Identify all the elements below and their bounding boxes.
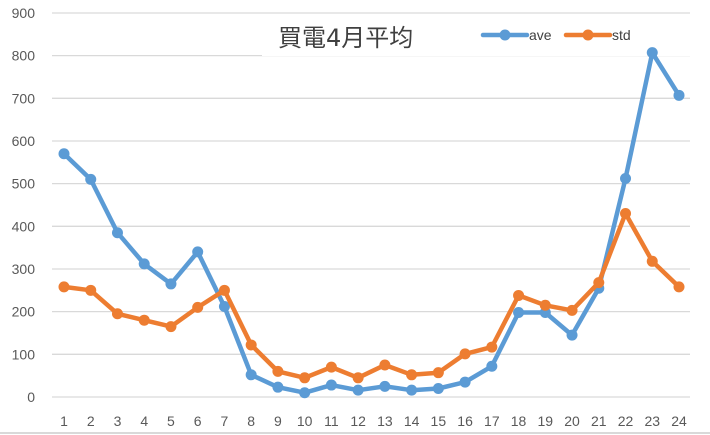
data-point-marker	[58, 281, 70, 293]
data-point-marker	[673, 89, 685, 101]
legend-marker-icon	[499, 29, 511, 41]
x-tick-label: 18	[511, 413, 527, 429]
y-tick-label: 400	[12, 218, 36, 234]
data-point-marker	[459, 376, 471, 388]
data-point-marker	[620, 208, 632, 220]
legend-label: ave	[529, 27, 552, 43]
data-point-marker	[486, 360, 498, 372]
data-point-marker	[352, 372, 364, 384]
data-point-marker	[593, 277, 605, 289]
x-tick-label: 1	[60, 413, 68, 429]
data-point-marker	[245, 339, 257, 351]
data-point-marker	[646, 47, 658, 59]
x-tick-label: 4	[140, 413, 148, 429]
x-tick-label: 7	[221, 413, 229, 429]
y-tick-label: 700	[12, 90, 36, 106]
data-point-marker	[138, 258, 150, 270]
data-point-marker	[325, 361, 337, 373]
y-axis-ticks: 0 100 200 300 400 500 600 700 800 900	[12, 5, 36, 405]
data-point-marker	[406, 369, 418, 381]
data-point-marker	[620, 173, 632, 185]
data-point-marker	[513, 307, 525, 319]
data-point-marker	[192, 301, 204, 313]
x-tick-label: 14	[404, 413, 420, 429]
data-point-marker	[245, 369, 257, 381]
data-point-marker	[406, 384, 418, 396]
y-tick-label: 100	[12, 346, 36, 362]
x-tick-label: 21	[591, 413, 607, 429]
x-tick-label: 11	[324, 413, 339, 429]
data-point-marker	[165, 278, 177, 290]
x-tick-label: 16	[457, 413, 473, 429]
x-tick-label: 15	[431, 413, 447, 429]
y-tick-label: 600	[12, 133, 36, 149]
data-point-marker	[85, 284, 97, 296]
data-point-marker	[138, 314, 150, 326]
y-tick-label: 900	[12, 5, 36, 21]
x-tick-label: 2	[87, 413, 95, 429]
y-tick-label: 800	[12, 48, 36, 64]
x-tick-label: 6	[194, 413, 202, 429]
data-point-marker	[566, 304, 578, 316]
x-tick-label: 24	[671, 413, 687, 429]
series-line	[61, 211, 682, 381]
data-point-marker	[218, 284, 230, 296]
series-ave	[58, 47, 685, 399]
data-point-marker	[299, 387, 311, 399]
data-point-marker	[58, 148, 70, 160]
legend: ave std	[480, 27, 631, 43]
legend-item-std: std	[563, 27, 631, 43]
series-line	[61, 50, 682, 395]
x-tick-label: 8	[247, 413, 255, 429]
data-point-marker	[566, 329, 578, 341]
data-point-marker	[352, 384, 364, 396]
x-tick-label: 20	[564, 413, 580, 429]
x-tick-label: 9	[274, 413, 282, 429]
x-tick-label: 12	[350, 413, 366, 429]
y-tick-label: 300	[12, 261, 36, 277]
legend-item-ave: ave	[480, 27, 552, 43]
gridlines	[52, 12, 690, 398]
x-tick-label: 3	[114, 413, 122, 429]
x-tick-label: 5	[167, 413, 175, 429]
data-point-marker	[165, 321, 177, 333]
legend-marker-icon	[582, 29, 594, 41]
series-std	[58, 208, 685, 384]
x-tick-label: 17	[484, 413, 500, 429]
x-tick-label: 23	[644, 413, 660, 429]
x-tick-label: 13	[377, 413, 393, 429]
data-point-marker	[192, 246, 204, 258]
y-tick-label: 200	[12, 304, 36, 320]
data-point-marker	[111, 308, 123, 320]
x-axis-ticks: 1 2 3 4 5 6 7 8 9 10 11 12 13 14 15 16 17 18 19 20 21 22 23 24	[60, 413, 687, 429]
data-point-marker	[459, 348, 471, 360]
data-point-marker	[218, 301, 230, 313]
y-tick-label: 0	[27, 389, 35, 405]
data-point-marker	[272, 381, 284, 393]
data-point-marker	[111, 227, 123, 239]
chart-title: 買電4月平均	[278, 24, 413, 52]
legend-label: std	[612, 27, 631, 43]
data-point-marker	[85, 173, 97, 185]
data-point-marker	[299, 372, 311, 384]
data-point-marker	[486, 341, 498, 353]
data-point-marker	[432, 382, 444, 394]
series-lines	[58, 47, 685, 399]
data-point-marker	[513, 289, 525, 301]
x-tick-label: 22	[618, 413, 634, 429]
data-point-marker	[432, 367, 444, 379]
data-point-marker	[325, 379, 337, 391]
data-point-marker	[539, 299, 551, 311]
data-point-marker	[272, 365, 284, 377]
x-tick-label: 10	[297, 413, 313, 429]
data-point-marker	[673, 281, 685, 293]
data-point-marker	[646, 255, 658, 267]
y-tick-label: 500	[12, 176, 36, 192]
data-point-marker	[379, 359, 391, 371]
x-tick-label: 19	[538, 413, 554, 429]
data-point-marker	[379, 380, 391, 392]
